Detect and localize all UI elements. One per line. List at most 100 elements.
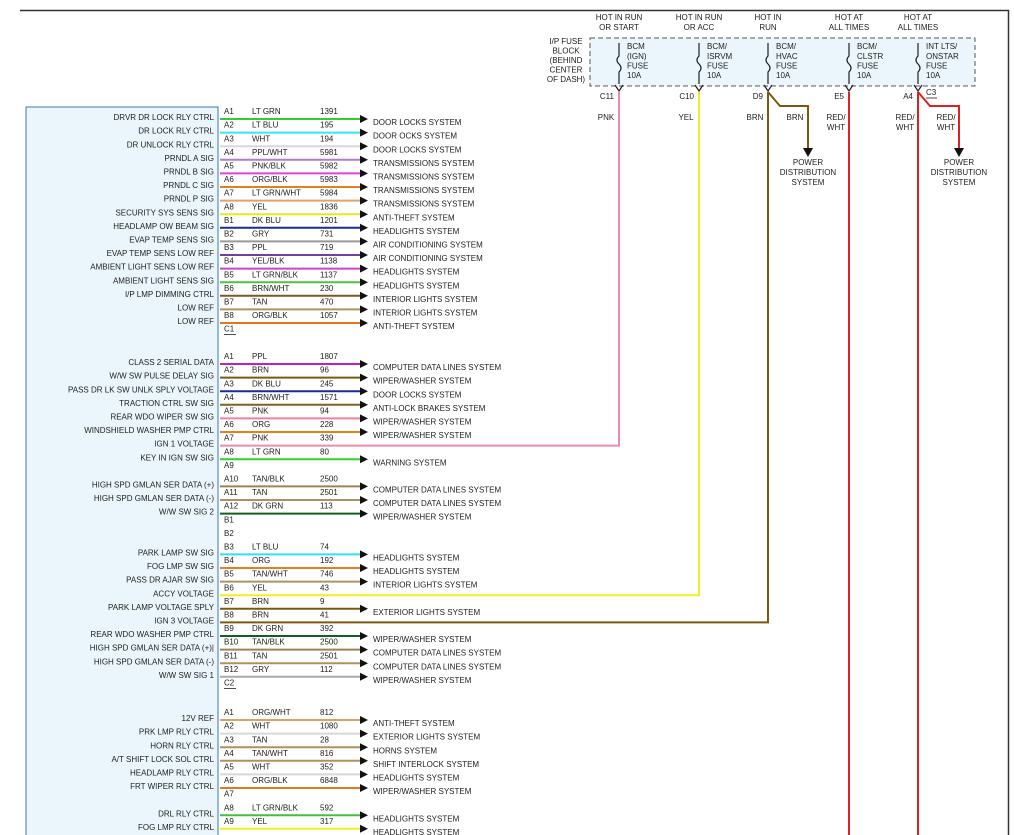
feed-wire	[220, 92, 620, 447]
circuit-number: 1138	[320, 257, 338, 266]
signal-label: PRNDL A SIG	[165, 154, 215, 163]
circuit-number: 9	[320, 597, 325, 606]
circuit-number: 41	[320, 611, 329, 620]
fuse-name: FUSE	[776, 62, 797, 71]
destination-label: INTERIOR LIGHTS SYSTEM	[373, 581, 478, 590]
fuse-block-label: (BEHIND	[550, 56, 583, 65]
destination-label: HEADLIGHTS SYSTEM	[373, 227, 460, 236]
wire-color-label: WHT	[827, 123, 845, 132]
fuse-block-label: OF DASH)	[547, 75, 586, 84]
wire-arrow	[360, 305, 368, 314]
wire-color-label: WHT	[252, 722, 270, 731]
wire-color-label: ORG	[252, 420, 270, 429]
circuit-number: 80	[320, 447, 329, 456]
fuse-header: ALL TIMES	[829, 23, 869, 32]
wire-color-label: DK BLU	[252, 379, 281, 388]
wire-arrow	[360, 604, 368, 613]
destination-label: DISTRIBUTION	[931, 168, 988, 177]
destination-label: HEADLIGHTS SYSTEM	[373, 268, 460, 277]
destination-label: DISTRIBUTION	[780, 168, 837, 177]
circuit-number: 339	[320, 434, 334, 443]
fuse-header: HOT IN	[755, 13, 782, 22]
fuse-header: RUN	[759, 23, 777, 32]
pin-label: A7	[224, 434, 234, 443]
circuit-number: 1201	[320, 216, 338, 225]
fuse-header: HOT IN RUN	[596, 13, 643, 22]
wire-color-label: PPL	[252, 352, 268, 361]
fuse-name: BCM/	[857, 42, 878, 51]
wire-color-label: DK GRN	[252, 624, 283, 633]
circuit-number: 731	[320, 230, 334, 239]
wire-color-label: TAN/WHT	[252, 749, 288, 758]
wire-color-label: ORG/BLK	[252, 776, 288, 785]
circuit-number: 5983	[320, 175, 338, 184]
fuse-name: 10A	[857, 71, 872, 80]
pin-label: A4	[224, 393, 234, 402]
pin-label: B10	[224, 638, 239, 647]
signal-label: FOG LMP SW SIG	[147, 562, 214, 571]
fuse-name: 10A	[776, 71, 791, 80]
circuit-number: 245	[320, 379, 334, 388]
circuit-number: 194	[320, 134, 334, 143]
wire-color-label: YEL/BLK	[252, 257, 285, 266]
fuse-name: HVAC	[776, 52, 798, 61]
signal-label: HEADLAMP OW BEAM SIG	[113, 222, 214, 231]
destination-label: DOOR LOCKS SYSTEM	[373, 145, 462, 154]
signal-label: PASS DR LK SW UNLK SPLY VOLTAGE	[68, 385, 214, 394]
circuit-number: 94	[320, 407, 329, 416]
wire-color-label: BRN	[747, 113, 764, 122]
fuse-name: FUSE	[926, 62, 947, 71]
wire-arrow	[360, 278, 368, 287]
pin-label: A9	[224, 461, 234, 470]
connector-label: C3	[926, 88, 937, 97]
wire-color-label: RED/	[826, 113, 846, 122]
destination-label: HEADLIGHTS SYSTEM	[373, 828, 460, 835]
signal-label: AMBIENT LIGHT SENS LOW REF	[90, 263, 214, 272]
fuse-header: ALL TIMES	[898, 23, 938, 32]
wire-arrow	[360, 291, 368, 300]
pin-label: B5	[224, 570, 234, 579]
signal-label: W/W SW SIG 1	[159, 671, 215, 680]
wire-color-label: WHT	[896, 123, 914, 132]
fuse-name: BCM	[627, 42, 645, 51]
pin-label: B7	[224, 298, 234, 307]
circuit-number: 2501	[320, 651, 338, 660]
destination-label: TRANSMISSIONS SYSTEM	[373, 200, 475, 209]
pin-label: B8	[224, 611, 234, 620]
wire-color-label: BRN/WHT	[252, 393, 289, 402]
wire-color-label: LT GRN	[252, 447, 281, 456]
pin-label: A2	[224, 121, 234, 130]
wire-color-label: TAN	[252, 651, 268, 660]
circuit-number: 2500	[320, 638, 338, 647]
pin-label: A7	[224, 790, 234, 799]
destination-label: AIR CONDITIONING SYSTEM	[373, 254, 483, 263]
fuse-symbol	[765, 43, 771, 84]
wire-color-label: PNK/BLK	[252, 162, 286, 171]
wire-color-label: PPL/WHT	[252, 148, 288, 157]
fuse-block-label: I/P FUSE	[549, 37, 582, 46]
wire-color-label: TAN	[252, 298, 268, 307]
signal-label: PASS DR AJAR SW SIG	[126, 576, 214, 585]
pin-label: B7	[224, 597, 234, 606]
destination-label: ANTI-THEFT SYSTEM	[373, 322, 455, 331]
wire-arrow	[360, 824, 368, 833]
destination-label: DOOR OCKS SYSTEM	[373, 132, 457, 141]
destination-label: EXTERIOR LIGHTS SYSTEM	[373, 733, 480, 742]
wire-color-label: RED/	[895, 113, 915, 122]
circuit-number: 74	[320, 543, 329, 552]
wire-arrow	[360, 672, 368, 681]
destination-label: SYSTEM	[943, 178, 976, 187]
wire-color-label: WHT	[252, 134, 270, 143]
circuit-number: 5984	[320, 189, 338, 198]
wire-color-label: YEL	[252, 817, 268, 826]
signal-label: PARK LAMP VOLTAGE SPLY	[108, 603, 215, 612]
wire-color-label: PPL	[252, 243, 268, 252]
circuit-number: 1080	[320, 722, 338, 731]
signal-label: IGN 3 VOLTAGE	[154, 617, 214, 626]
pin-label: A11	[224, 488, 238, 497]
destination-label: WIPER/WASHER SYSTEM	[373, 635, 472, 644]
signal-label: PRNDL P SIG	[164, 195, 214, 204]
signal-label: DR UNLOCK RLY CTRL	[127, 140, 215, 149]
signal-label: PRNDL B SIG	[164, 168, 214, 177]
